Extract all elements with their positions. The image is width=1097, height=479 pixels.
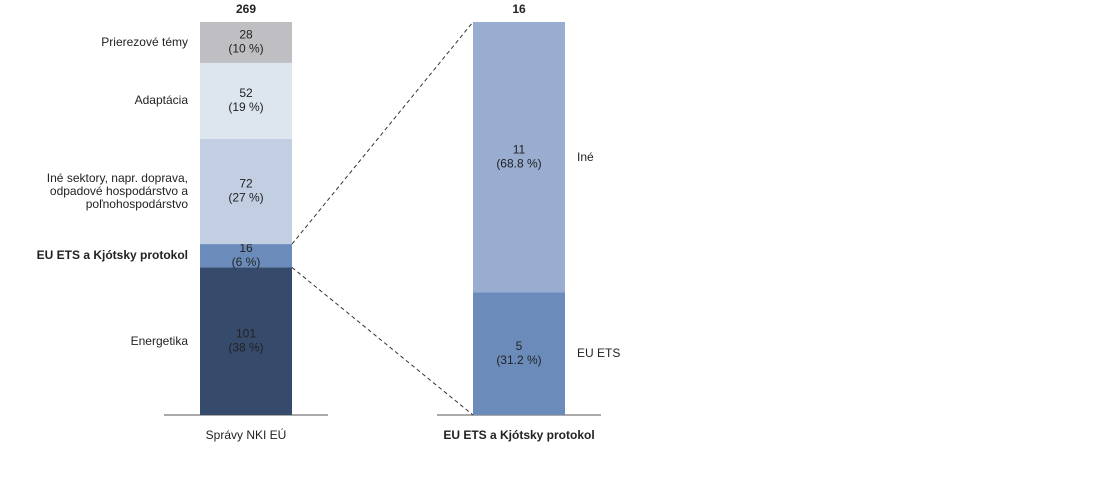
bar-segment [473, 22, 565, 293]
total-label: 16 [512, 2, 526, 16]
segment-name-text: Adaptácia [134, 93, 188, 108]
bar-segment [200, 244, 292, 268]
segment-name-text: Iné sektory, napr. doprava, odpadové hos… [46, 170, 188, 211]
percent-label: (6 %) [232, 255, 261, 269]
bar-segment [200, 267, 292, 415]
value-label: 101 [236, 326, 256, 340]
percent-label: (38 %) [228, 340, 263, 354]
value-label: 11 [513, 142, 526, 156]
category-label: Správy NKI EÚ [206, 427, 287, 442]
percent-label: (19 %) [228, 100, 263, 114]
percent-label: (31.2 %) [496, 353, 541, 367]
value-label: 72 [239, 177, 253, 191]
segment-name: Iné [577, 149, 594, 164]
category-label: EU ETS a Kjótsky protokol [443, 428, 594, 442]
bar-segment [200, 62, 292, 139]
percent-label: (10 %) [228, 42, 263, 56]
percent-label: (27 %) [228, 191, 263, 205]
segment-name-text: Prierezové témy [101, 34, 188, 49]
total-label: 269 [236, 2, 256, 16]
segment-name: Prierezové témy [101, 34, 188, 49]
segment-name-text: Iné [577, 149, 594, 164]
segment-name-text: EU ETS a Kjótsky protokol [36, 248, 188, 263]
bar-segment [200, 22, 292, 63]
value-label: 5 [516, 339, 523, 353]
segment-name-text: EU ETS [577, 346, 621, 361]
bar-segment [200, 138, 292, 245]
value-label: 52 [239, 86, 253, 100]
segment-name: Energetika [130, 333, 188, 348]
segment-name: EU ETS [577, 346, 621, 361]
connector [291, 21, 474, 245]
segment-name: Iné sektory, napr. doprava, odpadové hos… [46, 170, 188, 211]
segment-name: Adaptácia [134, 93, 188, 108]
segment-name-text: Energetika [130, 333, 188, 348]
segment-name: EU ETS a Kjótsky protokol [36, 248, 188, 263]
percent-label: (68.8 %) [496, 156, 541, 170]
bar-segment [473, 292, 565, 415]
value-label: 28 [239, 28, 253, 42]
value-label: 16 [239, 241, 253, 255]
connector [291, 267, 474, 416]
